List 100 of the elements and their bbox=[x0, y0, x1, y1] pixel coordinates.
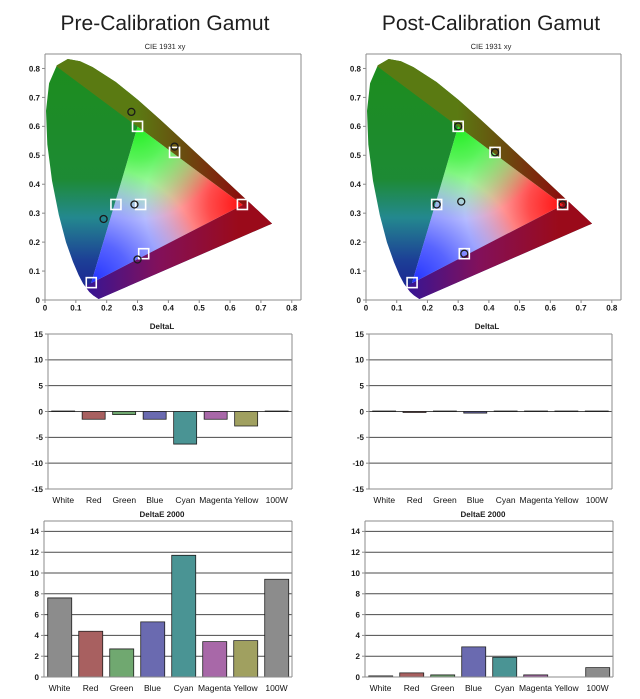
x-tick-label: Yellow bbox=[554, 683, 580, 694]
y-tick-label: 0.1 bbox=[350, 266, 362, 276]
x-tick-label: White bbox=[373, 495, 396, 506]
x-tick-label: 0.4 bbox=[162, 304, 174, 313]
y-tick-label: 4 bbox=[34, 631, 40, 640]
chart-title: DeltaE 2000 bbox=[460, 510, 506, 520]
y-tick-label: -5 bbox=[36, 433, 44, 442]
y-tick-label: 0.7 bbox=[350, 93, 362, 102]
x-tick-label: Blue bbox=[466, 495, 484, 506]
chart-title: Pre-Calibration Gamut bbox=[60, 12, 270, 36]
y-tick-label: 0.2 bbox=[350, 238, 362, 247]
y-tick-label: 0.3 bbox=[28, 209, 41, 218]
y-tick-label: 2 bbox=[356, 652, 361, 662]
y-tick-label: 0.8 bbox=[350, 64, 362, 74]
x-tick-label: 0.3 bbox=[132, 304, 144, 313]
x-tick-label: 0.2 bbox=[101, 304, 113, 313]
y-tick-label: 8 bbox=[356, 590, 361, 599]
x-tick-label: 0.3 bbox=[452, 304, 464, 313]
y-tick-label: 0 bbox=[356, 296, 362, 305]
x-tick-label: Yellow bbox=[234, 495, 260, 506]
chart-title: DeltaE 2000 bbox=[138, 510, 186, 520]
x-tick-label: 0.1 bbox=[70, 304, 82, 313]
point bbox=[110, 198, 122, 210]
y-tick-label: 10 bbox=[351, 568, 361, 578]
y-tick-label: -10 bbox=[31, 459, 44, 468]
chart-title: Post-Calibration Gamut bbox=[380, 12, 602, 36]
point bbox=[134, 198, 146, 210]
x-tick-label: 0.5 bbox=[194, 304, 206, 313]
y-tick-label: 0.4 bbox=[28, 180, 41, 190]
y-tick-label: 6 bbox=[356, 610, 361, 620]
bar bbox=[171, 554, 196, 677]
y-tick-label: -15 bbox=[352, 484, 365, 494]
y-tick-label: 0.5 bbox=[28, 151, 41, 160]
x-tick-label: White bbox=[52, 495, 74, 506]
x-tick-label: Cyan bbox=[175, 495, 196, 506]
y-tick-label: 2 bbox=[34, 652, 40, 662]
x-tick-label: 0.6 bbox=[224, 304, 236, 313]
chart-title: DeltaL bbox=[474, 322, 500, 332]
x-tick-label: 100W bbox=[586, 683, 609, 694]
x-tick-label: Magenta bbox=[518, 683, 552, 694]
point bbox=[127, 108, 136, 116]
point bbox=[138, 248, 150, 260]
y-tick-label: 5 bbox=[38, 382, 44, 391]
x-tick-label: 100W bbox=[266, 495, 288, 506]
point bbox=[99, 214, 108, 224]
x-tick-label: 0.2 bbox=[422, 304, 434, 313]
bar bbox=[492, 656, 518, 677]
y-tick-label: 12 bbox=[30, 548, 40, 558]
y-tick-label: 0.7 bbox=[28, 93, 41, 102]
point bbox=[170, 142, 179, 151]
y-tick-label: 8 bbox=[34, 590, 40, 599]
point bbox=[236, 198, 248, 210]
y-tick-label: 0.1 bbox=[28, 266, 41, 276]
x-tick-label: Green bbox=[430, 683, 455, 694]
x-tick-label: Red bbox=[404, 683, 420, 694]
y-tick-label: 0 bbox=[38, 407, 44, 416]
y-tick-label: 0.4 bbox=[350, 180, 362, 190]
bar bbox=[140, 621, 166, 677]
x-tick-label: Blue bbox=[146, 495, 164, 506]
x-tick-label: 0.7 bbox=[576, 304, 588, 313]
x-tick-label: Red bbox=[86, 495, 102, 506]
x-tick-label: Cyan bbox=[494, 683, 515, 694]
y-tick-label: 6 bbox=[34, 610, 40, 620]
x-tick-label: Blue bbox=[144, 683, 162, 694]
x-tick-label: 0.8 bbox=[286, 304, 298, 313]
x-tick-label: 0.7 bbox=[255, 304, 268, 313]
x-tick-label: 0.6 bbox=[544, 304, 556, 313]
bar bbox=[78, 630, 104, 677]
x-tick-label: Red bbox=[82, 683, 99, 694]
point bbox=[133, 255, 142, 264]
y-tick-label: 0.2 bbox=[28, 238, 41, 247]
point bbox=[168, 146, 180, 158]
point bbox=[85, 276, 98, 288]
bar bbox=[109, 648, 134, 677]
x-tick-label: White bbox=[370, 683, 392, 694]
y-tick-label: 0.5 bbox=[350, 151, 362, 160]
y-tick-label: -15 bbox=[31, 484, 44, 494]
point bbox=[132, 120, 144, 132]
y-tick-label: 12 bbox=[351, 548, 361, 558]
x-tick-label: Magenta bbox=[199, 495, 233, 506]
x-tick-label: Magenta bbox=[520, 495, 553, 506]
chart-title: DeltaL bbox=[148, 322, 176, 332]
x-tick-label: 0.5 bbox=[514, 304, 526, 313]
x-tick-label: White bbox=[48, 683, 71, 694]
y-tick-label: 15 bbox=[34, 330, 44, 339]
x-tick-label: Cyan bbox=[174, 683, 194, 694]
y-tick-label: 0 bbox=[34, 672, 40, 682]
y-tick-label: 0.3 bbox=[350, 209, 362, 218]
x-tick-label: Yellow bbox=[233, 683, 258, 694]
bar bbox=[461, 646, 486, 677]
point bbox=[130, 200, 139, 209]
y-tick-label: -5 bbox=[356, 433, 365, 442]
x-tick-label: 0.8 bbox=[606, 304, 618, 313]
y-tick-label: 0.6 bbox=[28, 122, 41, 132]
x-tick-label: Yellow bbox=[554, 495, 580, 506]
y-tick-label: 0 bbox=[356, 672, 361, 682]
x-tick-label: Green bbox=[110, 683, 134, 694]
y-tick-label: 0 bbox=[36, 296, 41, 305]
y-tick-label: 4 bbox=[356, 631, 361, 640]
bar bbox=[233, 640, 258, 677]
